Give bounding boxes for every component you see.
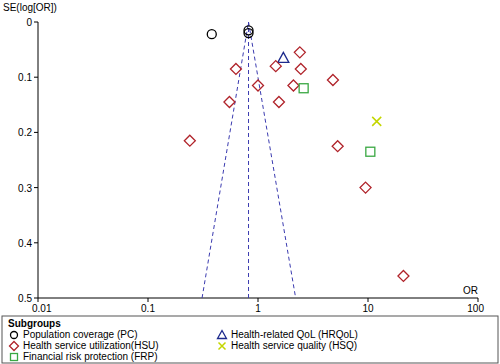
point xyxy=(230,63,241,74)
legend-marker xyxy=(11,332,18,339)
legend-label: Health service quality (HSQ) xyxy=(231,340,357,351)
y-tick-label: 0.2 xyxy=(18,127,32,138)
point xyxy=(372,117,381,126)
point xyxy=(294,47,305,58)
x-tick xyxy=(258,298,259,302)
y-tick xyxy=(34,298,38,299)
legend-box xyxy=(2,316,498,363)
y-tick-label: 0.4 xyxy=(18,238,32,249)
x-tick-label: 10 xyxy=(362,303,374,314)
x-tick-label: 100 xyxy=(467,303,484,314)
point xyxy=(244,29,253,38)
x-tick-label: 0.1 xyxy=(141,303,155,314)
point xyxy=(332,141,343,152)
x-tick xyxy=(148,298,149,302)
legend-label: Financial risk protection (FRP) xyxy=(23,351,157,362)
point xyxy=(366,147,375,156)
point xyxy=(398,270,409,281)
legend-title: Subgroups xyxy=(8,318,61,329)
y-tick-label: 0.3 xyxy=(18,183,32,194)
y-axis-label: SE(log[OR]) xyxy=(3,2,57,13)
point xyxy=(224,97,235,108)
y-tick-label: 0.5 xyxy=(18,293,32,304)
legend-marker xyxy=(10,342,19,351)
x-tick xyxy=(478,298,479,302)
point xyxy=(278,52,289,62)
x-tick-label: 0.01 xyxy=(32,303,52,314)
y-tick xyxy=(34,187,38,188)
x-tick-label: 1 xyxy=(255,303,261,314)
point xyxy=(299,84,308,93)
legend-marker xyxy=(219,343,226,350)
point xyxy=(273,97,284,108)
point xyxy=(253,80,264,91)
plot-area xyxy=(184,22,409,298)
legend-label: Health-related QoL (HRQoL) xyxy=(231,329,358,340)
x-tick xyxy=(368,298,369,302)
legend-label: Health service utilization(HSU) xyxy=(23,340,159,351)
y-tick xyxy=(34,77,38,78)
y-tick-label: 0 xyxy=(26,17,32,28)
point xyxy=(184,135,195,146)
x-tick xyxy=(38,298,39,302)
point xyxy=(270,61,281,72)
x-axis-label: OR xyxy=(463,285,478,296)
legend-label: Population coverage (PC) xyxy=(23,329,138,340)
point xyxy=(207,30,216,39)
y-tick xyxy=(34,242,38,243)
legend-marker xyxy=(218,331,227,339)
legend-marker xyxy=(11,354,18,361)
y-tick xyxy=(34,22,38,23)
point xyxy=(288,80,299,91)
point xyxy=(360,182,371,193)
point xyxy=(295,63,306,74)
y-tick-label: 0.1 xyxy=(18,72,32,83)
y-axis xyxy=(38,22,39,298)
funnel-line xyxy=(202,22,296,298)
chart: 0 0.1 0.2 0.3 0.4 0.50.01 0.1 1 10 100 SE(log[OR])… xyxy=(0,0,500,364)
funnel-line xyxy=(248,22,249,298)
point xyxy=(327,74,338,85)
y-tick xyxy=(34,132,38,133)
